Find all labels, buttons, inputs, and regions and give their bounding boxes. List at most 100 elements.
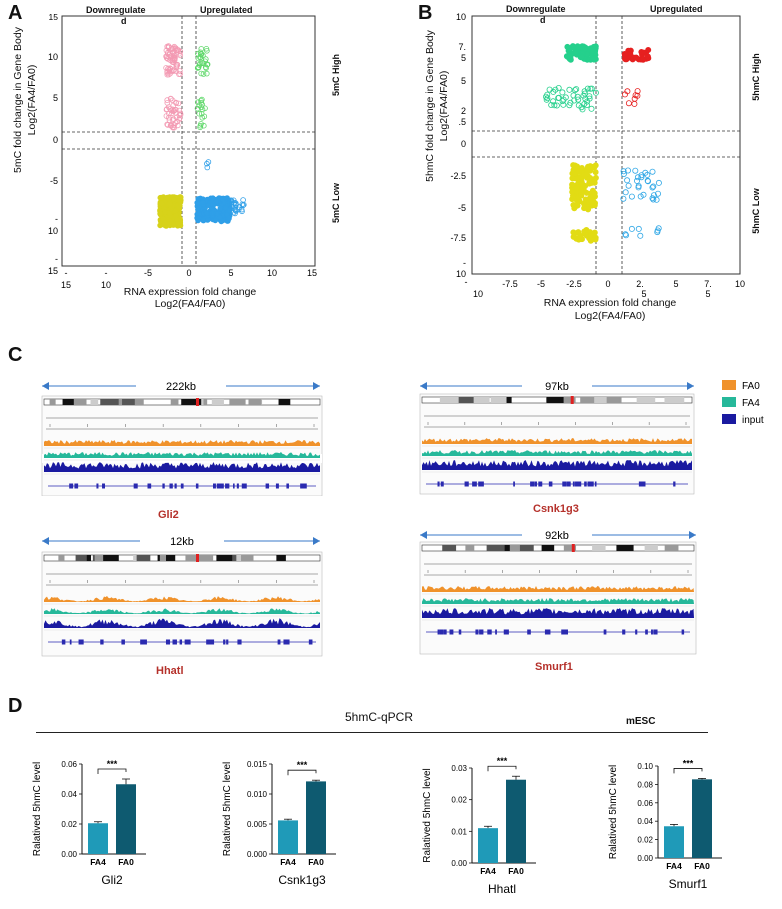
span-label-smurf1: 92kb	[545, 530, 569, 542]
ideogram-band	[90, 399, 99, 405]
scatter-point	[177, 68, 183, 74]
b-ytick-0: 10	[456, 12, 466, 22]
significance-bracket	[673, 768, 703, 774]
scatter-point	[177, 194, 184, 201]
coverage-input	[44, 618, 320, 628]
panel-b-x-title-2: Log2(FA4/FA0)	[574, 310, 646, 322]
exon	[527, 629, 531, 635]
scatter-point	[566, 86, 573, 93]
bar-fa0	[306, 781, 326, 854]
exon	[495, 629, 497, 635]
exon	[653, 629, 658, 635]
scatter-point	[205, 159, 212, 165]
a-ytick-2: 5	[53, 93, 58, 103]
ideogram-band	[580, 397, 600, 403]
scatter-point	[582, 95, 589, 102]
scatter-point	[632, 167, 639, 174]
exon	[209, 639, 214, 645]
exon	[211, 639, 215, 645]
scatter-point	[591, 229, 598, 236]
scatter-point	[573, 86, 580, 93]
scatter-point	[631, 100, 638, 107]
exon	[172, 639, 177, 645]
ideogram-band	[229, 399, 246, 405]
exon	[641, 481, 646, 487]
x-tick-label: FA0	[508, 866, 524, 876]
scatter-point	[217, 205, 224, 212]
significance-label: ***	[107, 759, 118, 769]
span-label-gli2: 222kb	[166, 381, 196, 393]
scatter-point	[198, 104, 205, 111]
ideogram-band	[563, 545, 577, 551]
scatter-point	[635, 225, 642, 232]
scatter-point	[165, 43, 172, 49]
a-xtick-4: -5	[144, 268, 152, 278]
exon	[505, 629, 509, 635]
ideogram-band	[636, 397, 656, 403]
panel-b-x-title-1: RNA expression fold change	[543, 297, 677, 309]
scatter-point	[592, 89, 599, 96]
scatter-point	[174, 118, 181, 125]
exon	[575, 481, 580, 487]
bar-fa4	[664, 826, 684, 858]
exon	[102, 483, 105, 489]
scatter-point	[214, 211, 220, 217]
panel-b-letter: B	[418, 2, 433, 24]
significance-label: ***	[497, 756, 508, 766]
exon	[196, 483, 199, 489]
a-ytick-8: 15	[48, 266, 58, 276]
scatter-point	[542, 93, 549, 100]
panel-d-title: 5hmC-qPCR	[345, 710, 414, 724]
a-xtick-6: 5	[228, 268, 233, 278]
scatter-point	[628, 193, 635, 200]
exon	[275, 483, 279, 489]
scatter-point	[564, 43, 571, 50]
scatter-point	[587, 174, 594, 181]
scatter-point	[575, 44, 582, 51]
b-ytick-1: 7.	[458, 42, 466, 52]
ideogram-band	[198, 555, 214, 561]
ideogram-band	[486, 545, 505, 551]
ideogram-band	[278, 399, 291, 405]
scatter-point	[620, 168, 627, 175]
ideogram-band	[541, 545, 555, 551]
scatter-point	[226, 215, 232, 222]
y-tick-label: 0.04	[637, 817, 653, 826]
scatter-point	[575, 168, 582, 175]
track-smurf1: 92kb	[419, 530, 697, 655]
exon	[162, 483, 165, 489]
scatter-point	[164, 71, 171, 78]
scatter-point	[637, 232, 644, 239]
scatter-point	[569, 188, 576, 195]
scatter-point	[566, 53, 573, 60]
exon	[563, 629, 568, 635]
scatter-point	[164, 97, 171, 103]
scatter-point	[624, 177, 631, 184]
ideogram-band	[170, 399, 179, 405]
b-ytick-7: -2.5	[450, 171, 466, 181]
scatter-point	[198, 97, 204, 104]
exon	[61, 639, 66, 645]
scatter-point	[204, 210, 210, 217]
exon	[472, 481, 477, 487]
exon	[302, 483, 307, 489]
ideogram-band	[465, 545, 475, 551]
scatter-point	[212, 217, 219, 224]
scatter-point	[194, 105, 201, 112]
scatter-point	[170, 102, 177, 109]
bar-fa4	[478, 828, 498, 863]
ideogram-band	[185, 555, 203, 561]
scatter-point	[589, 48, 596, 55]
scatter-point	[578, 179, 585, 186]
y-tick-label: 0.00	[61, 850, 77, 859]
panel-d-rule	[36, 732, 708, 733]
y-tick-label: 0.03	[451, 764, 467, 773]
exon	[464, 481, 469, 487]
panel-a-x-title-1: RNA expression fold change	[123, 286, 257, 298]
scatter-point	[624, 167, 631, 174]
significance-label: ***	[683, 758, 694, 768]
exon	[223, 639, 226, 645]
scatter-point	[562, 94, 569, 101]
exon	[141, 639, 146, 645]
b-xtick-11: 10	[735, 279, 745, 289]
